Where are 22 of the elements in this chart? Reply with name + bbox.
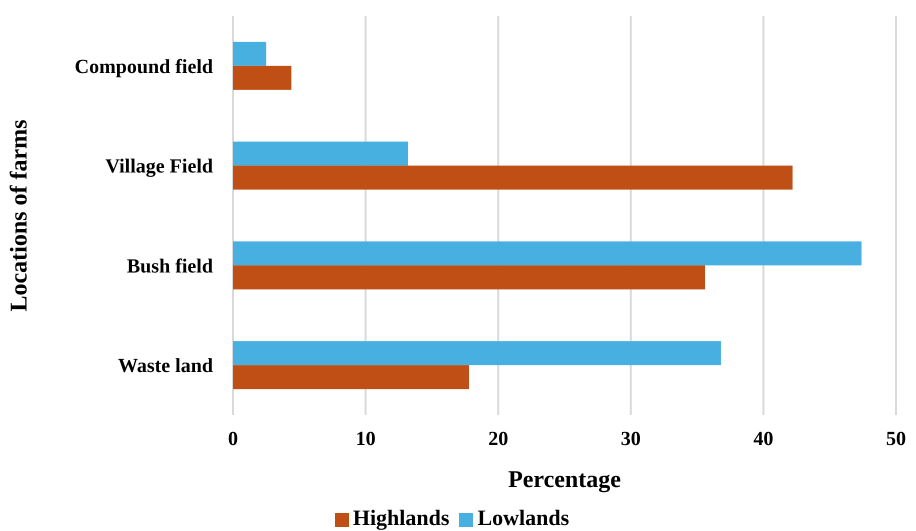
bar <box>233 66 292 90</box>
x-tick-label: 40 <box>753 428 774 450</box>
x-tick-label: 30 <box>620 428 641 450</box>
x-tick-label: 0 <box>228 428 238 450</box>
x-tick-label: 20 <box>488 428 508 450</box>
bar <box>233 42 266 66</box>
bar <box>233 365 470 390</box>
bar <box>233 265 706 290</box>
legend-label: Highlands <box>352 505 450 530</box>
legend-label: Lowlands <box>477 505 570 530</box>
y-tick-label: Compound field <box>74 56 213 78</box>
x-axis-title: Percentage <box>508 467 622 493</box>
x-tick-label: 50 <box>886 428 906 450</box>
y-axis-title: Locations of farms <box>6 120 33 312</box>
y-tick-label: Waste land <box>118 355 213 378</box>
x-tick-label: 10 <box>356 428 376 450</box>
bar <box>233 142 408 166</box>
bar <box>233 166 793 190</box>
y-tick-label: Bush field <box>126 255 213 278</box>
y-tick-label: Village Field <box>105 156 213 178</box>
bar <box>233 241 862 266</box>
bar <box>233 341 721 366</box>
